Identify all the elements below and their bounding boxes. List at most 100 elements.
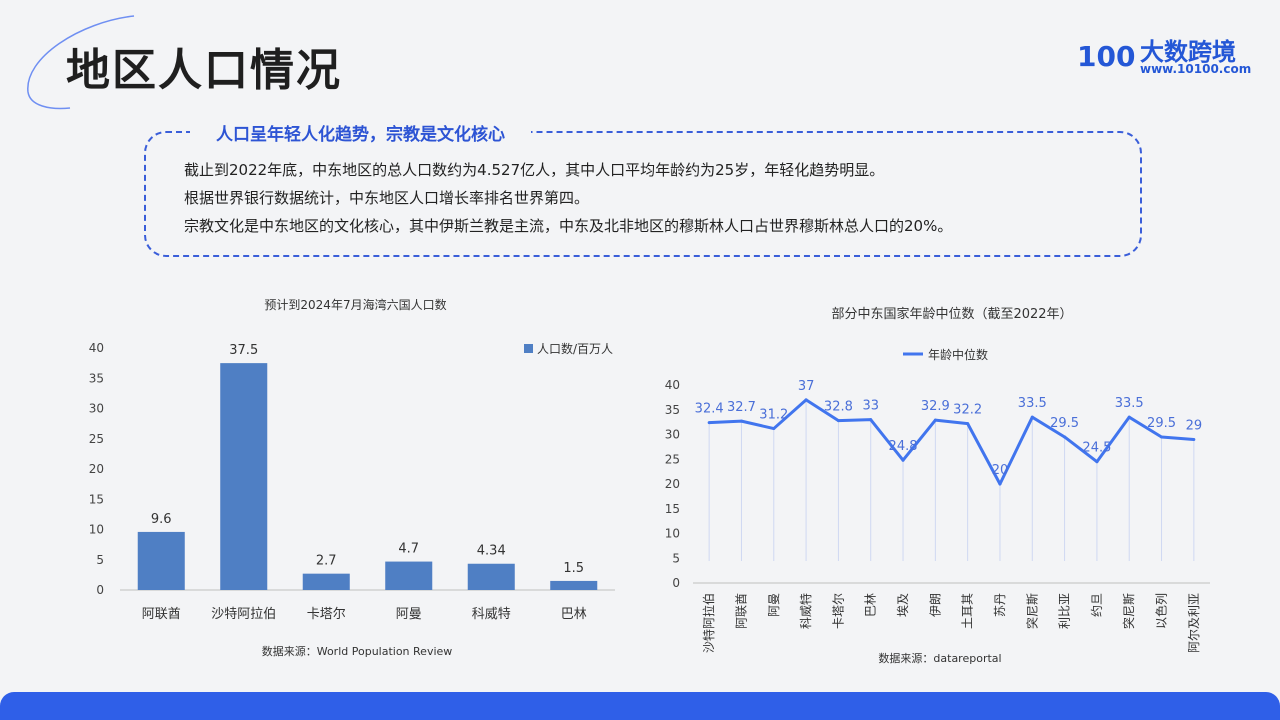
- x-tick-label: 苏丹: [993, 593, 1007, 617]
- line-data-label: 32.8: [824, 400, 853, 415]
- bar: [137, 531, 185, 590]
- y-tick-label: 25: [665, 452, 680, 466]
- line-data-label: 24.8: [889, 439, 918, 454]
- y-tick-label: 0: [96, 583, 104, 597]
- line-data-label: 32.4: [695, 402, 724, 417]
- summary-line: 截止到2022年底，中东地区的总人口数约为4.527亿人，其中人口平均年龄约为2…: [184, 161, 885, 179]
- bar: [550, 580, 598, 590]
- line-data-label: 29.5: [1147, 416, 1176, 431]
- median-age-line-chart: 部分中东国家年龄中位数（截至2022年） 年龄中位数 0 5 10 15 20 25 30 35 4…: [665, 306, 1210, 665]
- summary-callout: [144, 131, 1142, 257]
- decorative-arc: [27, 15, 135, 110]
- svg-text:100: 100: [1077, 40, 1135, 73]
- y-tick-label: 20: [89, 462, 104, 476]
- bottom-bar: [0, 692, 1280, 720]
- bar: [467, 563, 515, 590]
- line-chart-title: 部分中东国家年龄中位数（截至2022年）: [831, 306, 1072, 322]
- page-title: 地区人口情况: [66, 45, 342, 96]
- data-point: [966, 422, 970, 426]
- bar-data-label: 4.7: [398, 542, 419, 557]
- data-point: [869, 418, 873, 422]
- y-tick-label: 5: [672, 551, 680, 565]
- line-data-label: 33: [862, 399, 879, 414]
- line-data-label: 32.2: [953, 403, 982, 418]
- data-point: [1095, 460, 1099, 464]
- y-tick-label: 35: [89, 371, 104, 385]
- data-point: [1192, 437, 1196, 441]
- x-tick-label: 突尼斯: [1024, 593, 1039, 629]
- y-tick-label: 30: [89, 402, 104, 416]
- y-tick-label: 0: [672, 576, 680, 590]
- data-point: [1063, 435, 1067, 439]
- line-data-label: 24.5: [1082, 441, 1111, 456]
- bar: [302, 573, 350, 590]
- bar: [220, 363, 268, 590]
- bar-data-label: 4.34: [477, 544, 506, 559]
- legend-swatch: [524, 344, 533, 353]
- x-tick-label: 以色列: [1155, 593, 1169, 629]
- x-tick-label: 阿尔及利亚: [1186, 593, 1201, 653]
- legend-label: 人口数/百万人: [537, 341, 613, 356]
- summary-line: 根据世界银行数据统计，中东地区人口增长率排名世界第四。: [184, 189, 590, 207]
- y-tick-label: 40: [665, 378, 680, 392]
- summary-title: 人口呈年轻人化趋势，宗教是文化核心: [190, 120, 531, 145]
- y-tick-label: 10: [665, 527, 680, 541]
- data-point: [772, 427, 776, 431]
- x-tick-label: 阿曼: [767, 593, 781, 617]
- x-tick-label: 埃及: [896, 593, 910, 617]
- x-tick-label: 伊朗: [928, 593, 942, 617]
- bar-data-label: 37.5: [229, 343, 258, 358]
- data-point: [1127, 415, 1131, 419]
- y-tick-label: 30: [665, 428, 680, 442]
- y-tick-label: 5: [96, 553, 104, 567]
- y-tick-label: 15: [89, 492, 104, 506]
- legend-label: 年龄中位数: [928, 347, 988, 362]
- x-tick-label: 沙特阿拉伯: [701, 593, 716, 653]
- x-tick-label: 阿联酋: [142, 606, 181, 622]
- data-point: [739, 419, 743, 423]
- line-data-label: 32.9: [921, 399, 950, 414]
- x-tick-label: 科威特: [472, 607, 511, 622]
- line-data-label: 29.5: [1050, 416, 1079, 431]
- y-tick-label: 20: [665, 477, 680, 491]
- data-point: [901, 458, 905, 462]
- x-tick-label: 土耳其: [961, 593, 975, 629]
- logo-mark-icon: 100: [1077, 40, 1135, 73]
- line-chart-source: 数据来源：datareportal: [878, 651, 1001, 665]
- x-tick-label: 阿联酋: [733, 593, 748, 629]
- data-point: [1030, 415, 1034, 419]
- data-point: [998, 482, 1002, 486]
- x-tick-label: 沙特阿拉伯: [211, 607, 276, 622]
- line-data-label: 33.5: [1018, 396, 1047, 411]
- bar-chart-source: 数据来源：World Population Review: [262, 644, 453, 658]
- x-tick-label: 约旦: [1089, 593, 1104, 617]
- data-point: [804, 398, 808, 402]
- x-tick-label: 巴林: [864, 593, 878, 617]
- x-tick-label: 卡塔尔: [307, 607, 346, 622]
- y-tick-label: 10: [89, 523, 104, 537]
- line-data-label: 31.2: [759, 408, 788, 423]
- line-data-label: 29: [1186, 418, 1203, 433]
- x-tick-label: 巴林: [561, 607, 587, 622]
- bar-data-label: 1.5: [563, 561, 584, 576]
- x-tick-label: 科威特: [798, 593, 813, 629]
- brand-logo: 100 大数跨境 www.10100.com: [1076, 32, 1256, 82]
- logo-url: www.10100.com: [1140, 62, 1252, 76]
- y-tick-label: 35: [665, 403, 680, 417]
- x-tick-label: 利比亚: [1058, 593, 1072, 629]
- y-tick-label: 25: [89, 432, 104, 446]
- data-point: [707, 421, 711, 425]
- x-tick-label: 突尼斯: [1121, 593, 1136, 629]
- data-point: [933, 418, 937, 422]
- line-data-label: 33.5: [1115, 396, 1144, 411]
- bar: [385, 561, 433, 590]
- median-age-line: [709, 398, 1194, 486]
- bar-data-label: 9.6: [151, 512, 172, 527]
- logo-name: 大数跨境: [1140, 38, 1236, 66]
- summary-line: 宗教文化是中东地区的文化核心，其中伊斯兰教是主流，中东及北非地区的穆斯林人口占世…: [184, 217, 953, 235]
- bar-chart-title: 预计到2024年7月海湾六国人口数: [264, 297, 446, 312]
- y-tick-label: 15: [665, 502, 680, 516]
- bar-data-label: 2.7: [316, 554, 337, 569]
- data-point: [836, 419, 840, 423]
- line-data-label: 37: [798, 379, 815, 394]
